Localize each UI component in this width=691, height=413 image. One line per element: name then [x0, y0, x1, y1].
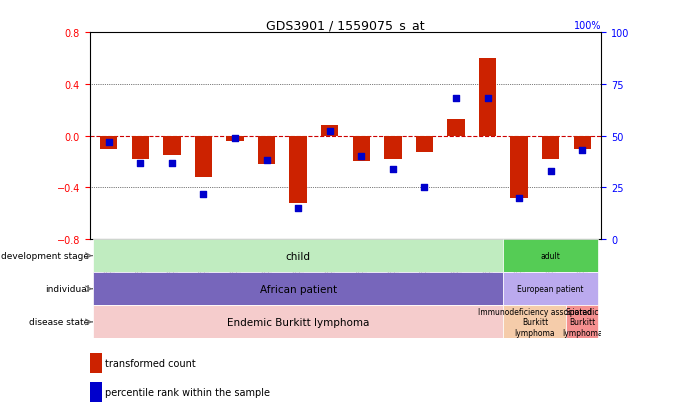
Bar — [503, 306, 567, 339]
Bar — [163, 136, 180, 156]
Text: African patient: African patient — [260, 284, 337, 294]
Point — [545, 168, 556, 175]
Bar — [321, 126, 339, 136]
Bar — [503, 273, 598, 306]
Text: transformed count: transformed count — [105, 358, 196, 368]
Point — [356, 154, 367, 160]
Bar — [479, 59, 496, 136]
Text: child: child — [285, 251, 311, 261]
Bar — [447, 119, 464, 136]
Bar — [574, 136, 591, 149]
Bar — [352, 136, 370, 162]
Text: European patient: European patient — [518, 285, 584, 294]
Bar — [132, 136, 149, 159]
Bar — [416, 136, 433, 153]
Point — [388, 166, 399, 173]
Text: adult: adult — [541, 252, 560, 261]
Bar — [258, 136, 275, 165]
Bar — [511, 136, 528, 198]
Bar — [290, 136, 307, 204]
Text: percentile rank within the sample: percentile rank within the sample — [105, 387, 270, 397]
Bar — [93, 306, 503, 339]
Bar — [93, 240, 503, 273]
Text: development stage: development stage — [1, 252, 89, 261]
Point — [198, 191, 209, 197]
Text: Sporadic
Burkitt
lymphoma: Sporadic Burkitt lymphoma — [562, 307, 603, 337]
Text: 100%: 100% — [574, 21, 601, 31]
Text: individual: individual — [45, 285, 89, 294]
Bar — [93, 273, 503, 306]
Bar — [90, 353, 102, 373]
Bar — [227, 136, 244, 142]
Point — [292, 205, 303, 212]
Bar — [195, 136, 212, 178]
Title: GDS3901 / 1559075_s_at: GDS3901 / 1559075_s_at — [266, 19, 425, 32]
Point — [577, 147, 588, 154]
Text: Immunodeficiency associated
Burkitt
lymphoma: Immunodeficiency associated Burkitt lymp… — [478, 307, 591, 337]
Bar — [100, 136, 117, 149]
Bar — [503, 240, 598, 273]
Text: disease state: disease state — [29, 318, 89, 327]
Text: Endemic Burkitt lymphoma: Endemic Burkitt lymphoma — [227, 317, 370, 327]
Point — [419, 185, 430, 191]
Bar — [384, 136, 401, 159]
Point — [261, 158, 272, 164]
Point — [135, 160, 146, 166]
Point — [103, 139, 114, 146]
Point — [513, 195, 524, 202]
Point — [167, 160, 178, 166]
Bar — [90, 382, 102, 402]
Bar — [542, 136, 559, 159]
Point — [324, 129, 335, 135]
Point — [482, 96, 493, 102]
Bar — [567, 306, 598, 339]
Point — [451, 96, 462, 102]
Point — [229, 135, 240, 142]
